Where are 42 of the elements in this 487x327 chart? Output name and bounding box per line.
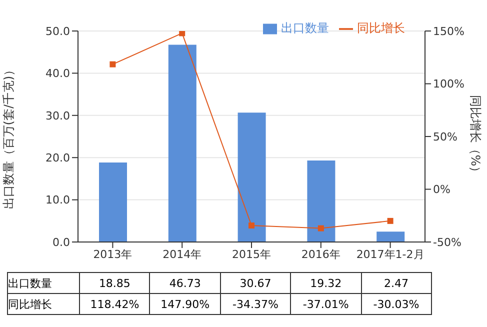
data-label: 19.32 <box>290 272 362 294</box>
point <box>179 31 186 36</box>
y-tick-label: 10.0 <box>46 194 70 207</box>
y2-tick-label: 50% <box>433 130 458 144</box>
y-tick-label: 50.0 <box>46 24 70 38</box>
bar <box>99 162 127 242</box>
data-label: 147.90% <box>150 294 220 314</box>
data-label: 118.42% <box>80 294 150 314</box>
point <box>387 218 394 224</box>
y-tick-label: 20.0 <box>46 152 70 165</box>
y-tick-label: 30.0 <box>46 109 70 122</box>
x-tick-label: 2016年 <box>301 248 340 261</box>
data-label: 46.73 <box>150 272 220 294</box>
data-label: 2.47 <box>361 272 432 294</box>
y-tick-label: 40.0 <box>46 67 70 80</box>
legend-label: 出口数量 <box>281 21 329 35</box>
bar <box>238 112 266 242</box>
point <box>248 222 254 229</box>
y2-tick-label: 150% <box>433 24 464 38</box>
y-axis-title: 出口数量（百万(套/千克)） <box>1 64 16 210</box>
x-tick-label: 2014年 <box>162 248 202 261</box>
y2-tick-label: 100% <box>433 78 464 91</box>
point <box>318 225 324 232</box>
point <box>110 61 116 68</box>
y2-axis-title: 同比增长（%） <box>468 94 483 178</box>
legend-label: 同比增长 <box>357 21 405 35</box>
x-tick-label: 2013年 <box>93 248 132 261</box>
data-label: -30.03% <box>361 294 432 314</box>
data-label: 18.85 <box>80 272 150 294</box>
text: 出口数量 <box>8 276 52 290</box>
bar <box>168 44 196 242</box>
text: 同比增长 <box>8 298 52 310</box>
y2-tick-label: 0% <box>433 183 450 196</box>
data-label: -37.01% <box>290 294 362 314</box>
x-tick-label: 2017年1-2月 <box>356 248 424 261</box>
data-label: -34.37% <box>220 294 291 314</box>
y-tick-label: 0.0 <box>52 236 70 249</box>
x-tick-label: 2015年 <box>232 248 271 261</box>
bar <box>376 232 405 242</box>
bar <box>307 160 336 242</box>
data-label: 30.67 <box>220 272 291 294</box>
y2-tick-label: -50% <box>433 236 462 249</box>
